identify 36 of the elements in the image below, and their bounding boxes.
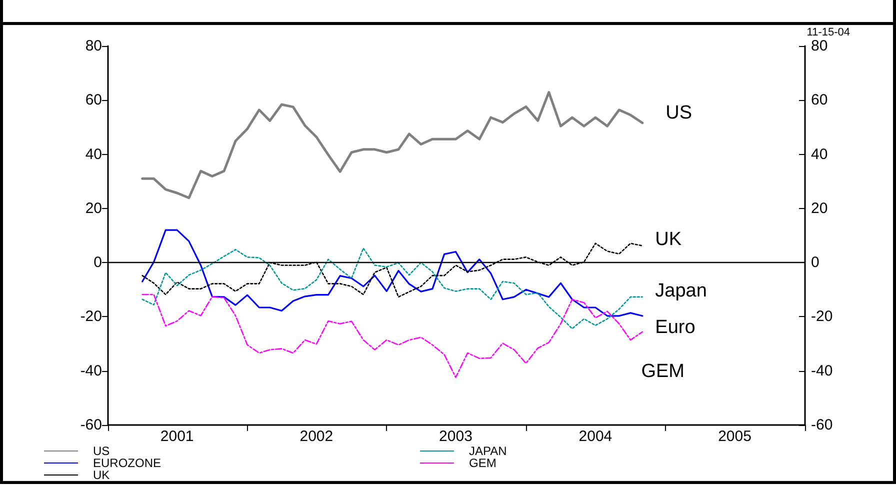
legend-label: JAPAN xyxy=(469,444,507,458)
x-tick-label: 2004 xyxy=(578,428,612,445)
y-tick-label: 20 xyxy=(85,200,102,217)
y-tick-label: 40 xyxy=(85,146,102,163)
y2-tick-label: 40 xyxy=(811,146,828,163)
y-tick-label: 60 xyxy=(85,92,102,109)
x-tick-label: 2003 xyxy=(439,428,472,445)
y2-tick-label: -40 xyxy=(811,362,833,380)
y2-tick-label: 20 xyxy=(811,200,828,217)
y2-tick-label: -20 xyxy=(811,308,833,326)
annotation: Euro xyxy=(655,317,696,338)
legend-label: EUROZONE xyxy=(93,456,162,470)
y2-tick-label: -60 xyxy=(811,416,833,434)
line-series xyxy=(141,91,644,200)
x-tick-label: 2005 xyxy=(718,428,752,445)
legend-label: UK xyxy=(93,468,110,482)
text: 11-15-04 xyxy=(806,26,850,38)
y-tick-label: -60 xyxy=(80,416,102,434)
annotation: UK xyxy=(655,228,682,250)
annotation: Japan xyxy=(655,280,707,302)
y-tick-label: -40 xyxy=(80,362,102,380)
y-tick-label: -20 xyxy=(80,308,102,326)
x-tick-label: 2001 xyxy=(160,428,194,445)
y-tick-label: 80 xyxy=(85,38,102,54)
line-series xyxy=(142,248,644,330)
legend-label: US xyxy=(93,444,110,458)
legend-label: GEM xyxy=(469,456,496,470)
line-series xyxy=(142,294,644,378)
x-tick-label: 2002 xyxy=(300,428,334,445)
line-series xyxy=(142,229,644,317)
annotation: US xyxy=(666,102,692,124)
y2-tick-label: 60 xyxy=(811,92,828,109)
y2-tick-label: 80 xyxy=(811,38,828,54)
y-tick-label: 0 xyxy=(94,254,102,272)
annotation: GEM xyxy=(641,361,684,382)
y2-tick-label: 0 xyxy=(811,254,820,272)
